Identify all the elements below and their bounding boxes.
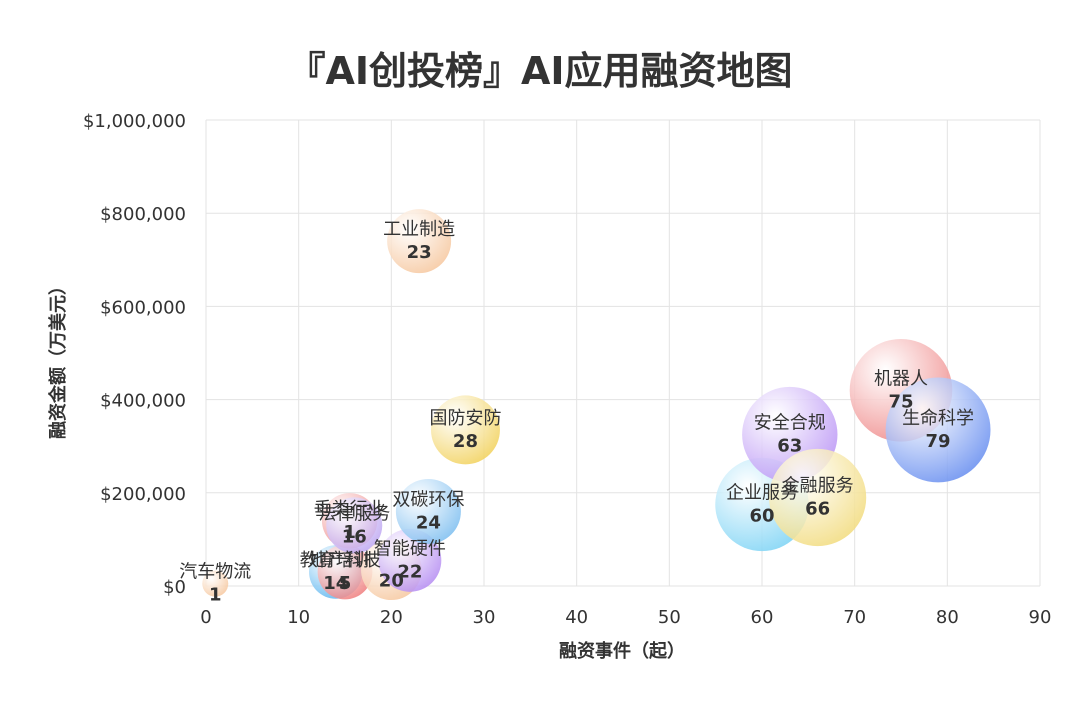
x-tick-label: 70 [843, 607, 866, 628]
x-tick-label: 50 [658, 607, 681, 628]
x-axis-ticks: 0 10 20 30 40 50 60 70 80 90 [200, 607, 1051, 628]
bubble-name-label: 机器人 [874, 368, 928, 389]
bubble [378, 528, 442, 592]
chart-title: 『AI创投榜』AI应用融资地图 [287, 49, 793, 93]
bubble-name-label: 双碳环保 [392, 489, 464, 510]
y-tick-label: $600,000 [100, 297, 186, 318]
bubble-value-label: 75 [888, 391, 913, 412]
x-tick-label: 10 [287, 607, 310, 628]
bubble-value-label: 1 [209, 585, 222, 606]
bubble [431, 395, 500, 465]
bubble [395, 478, 461, 544]
x-tick-label: 30 [473, 607, 496, 628]
x-tick-label: 40 [565, 607, 588, 628]
bubble-name-label: 地产科技 [309, 550, 381, 571]
bubble [768, 448, 867, 547]
bubble-value-label: 28 [453, 431, 478, 452]
bubble-name-label: 法律服务 [318, 503, 390, 524]
bubble-value-label: 63 [777, 436, 802, 457]
bubble-name-label: 安全合规 [754, 413, 826, 434]
y-tick-label: $400,000 [100, 391, 186, 412]
bubble-value-label: 79 [926, 431, 951, 452]
x-tick-label: 60 [751, 607, 774, 628]
bubble-value-label: 66 [805, 498, 830, 519]
x-tick-label: 20 [380, 607, 403, 628]
x-tick-label: 80 [936, 607, 959, 628]
bubble-value-label: 60 [749, 505, 774, 526]
bubble-name-label: 汽车物流 [179, 562, 251, 583]
y-tick-label: $1,000,000 [83, 111, 186, 132]
bubble-name-label: 国防安防 [429, 408, 501, 429]
bubble-name-label: 垂类行业 [314, 499, 386, 520]
bubble-value-label: 24 [416, 512, 441, 533]
bubble-value-label: 20 [379, 571, 404, 592]
y-tick-label: $800,000 [100, 204, 186, 225]
y-tick-label: $0 [163, 577, 186, 598]
bubble-value-label: 14 [323, 573, 348, 594]
bubble-value-label: 5 [339, 573, 352, 594]
bubble [885, 377, 991, 483]
bubble [202, 570, 229, 597]
y-axis-ticks: $0 $200,000 $400,000 $600,000 $800,000 $1,000… [83, 111, 186, 598]
bubble-name-label: 智能硬件 [374, 538, 446, 559]
x-tick-label: 90 [1029, 607, 1052, 628]
grid-lines [205, 119, 1041, 587]
bubble-labels: 汽车物流1教育培训14地产科技5垂类行业1法律服务1620智能硬件22工业制造2… [179, 219, 974, 606]
bubble-name-label: 金融服务 [782, 475, 854, 496]
y-tick-label: $200,000 [100, 484, 186, 505]
bubble-value-label: 23 [407, 242, 432, 263]
bubbles [202, 209, 991, 601]
bubble-name-label: 工业制造 [383, 219, 455, 240]
bubble [387, 209, 452, 274]
bubble [317, 544, 373, 600]
x-axis-title: 融资事件（起） [559, 640, 685, 662]
bubble-value-label: 16 [342, 526, 367, 547]
bubble-value-label: 1 [343, 522, 356, 543]
bubble-name-label: 教育培训 [300, 550, 372, 571]
bubble [326, 497, 383, 554]
y-axis-title: 融资金额（万美元） [47, 277, 69, 439]
x-tick-label: 0 [200, 607, 211, 628]
bubble-name-label: 生命科学 [902, 408, 974, 429]
bubble-name-label: 企业服务 [726, 482, 798, 503]
bubble-value-label: 22 [397, 561, 422, 582]
